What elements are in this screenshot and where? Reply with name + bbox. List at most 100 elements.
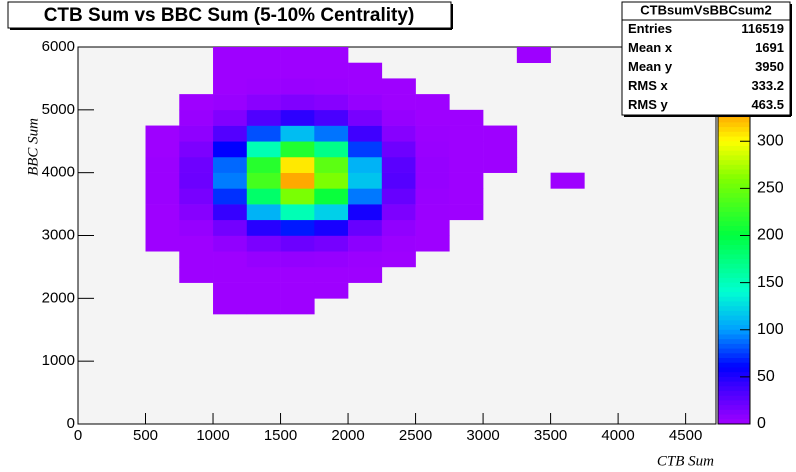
y-tick-label: 2000 <box>42 289 75 306</box>
heat-cell <box>348 204 383 221</box>
palette-step <box>718 329 750 335</box>
palette-step <box>718 348 750 354</box>
palette-step <box>718 405 750 411</box>
heat-cell <box>213 109 248 126</box>
palette-step <box>718 244 750 251</box>
heat-cell <box>246 141 281 158</box>
heat-cell <box>280 282 315 299</box>
heat-cell <box>213 298 248 315</box>
heat-cell <box>213 282 248 299</box>
palette-step <box>718 169 750 175</box>
heat-cell <box>314 266 349 283</box>
heat-cell <box>483 125 518 142</box>
heat-cell <box>280 298 315 315</box>
heat-cell <box>348 219 383 236</box>
palette-step <box>718 381 750 387</box>
palette-step <box>718 282 750 288</box>
palette-step <box>718 197 750 204</box>
chart-title: CTB Sum vs BBC Sum (5-10% Centrality) <box>44 5 415 26</box>
heat-cell <box>213 141 248 158</box>
palette-step <box>718 160 750 166</box>
heat-cell <box>314 235 349 252</box>
y-tick-label: 1000 <box>42 352 75 369</box>
heat-cell <box>280 188 315 205</box>
palette-step <box>718 207 750 213</box>
heat-cell <box>246 78 281 95</box>
heat-cell <box>381 109 416 126</box>
heat-cell <box>314 251 349 268</box>
x-tick-label: 4000 <box>601 427 634 444</box>
cells <box>145 47 585 315</box>
palette-step <box>718 395 750 401</box>
stats-key: RMS x <box>628 78 669 93</box>
heat-cell <box>145 204 180 221</box>
heat-cell <box>246 204 281 221</box>
x-tick-label: 4500 <box>669 427 702 444</box>
palette-step <box>718 339 750 345</box>
heat-cell <box>348 235 383 252</box>
palette-step <box>718 306 750 312</box>
heat-cell <box>516 47 551 64</box>
heat-cell <box>314 204 349 221</box>
palette-step <box>718 155 750 161</box>
heat-cell <box>145 172 180 189</box>
heat-cell <box>213 125 248 142</box>
palette-step <box>718 259 750 265</box>
heat-cell <box>179 219 214 236</box>
heat-cell <box>179 156 214 173</box>
palette-step <box>718 273 750 279</box>
palette-step <box>718 414 750 420</box>
heat-cell <box>179 109 214 126</box>
heat-cell <box>314 156 349 173</box>
heat-cell <box>381 251 416 268</box>
heat-cell <box>213 47 248 64</box>
heat-cell <box>213 156 248 173</box>
palette-step <box>718 386 750 392</box>
palette-step <box>718 400 750 406</box>
palette-step <box>718 292 750 298</box>
heat-cell <box>280 204 315 221</box>
palette-step <box>718 391 750 397</box>
heat-cell <box>381 125 416 142</box>
y-tick-label: 0 <box>67 415 75 432</box>
heat-cell <box>449 172 484 189</box>
heat-cell <box>213 172 248 189</box>
stats-title: CTBsumVsBBCsum2 <box>640 2 771 17</box>
heat-cell <box>348 62 383 79</box>
heat-cell <box>246 109 281 126</box>
palette-step <box>718 287 750 293</box>
palette-step <box>718 240 750 246</box>
heat-cell <box>483 141 518 158</box>
y-axis-title: BBC Sum <box>25 118 41 176</box>
palette-step <box>718 230 750 236</box>
heat-cell <box>246 298 281 315</box>
heat-cell <box>246 251 281 268</box>
heat-cell <box>246 172 281 189</box>
z-tick-label: 200 <box>757 227 784 244</box>
heat-cell <box>246 125 281 142</box>
heat-cell <box>348 266 383 283</box>
heat-cell <box>280 78 315 95</box>
heat-cell <box>415 219 450 236</box>
heat-cell <box>179 266 214 283</box>
palette-step <box>718 367 750 373</box>
heat-cell <box>179 125 214 142</box>
heat-cell <box>213 188 248 205</box>
heat-cell <box>348 78 383 95</box>
heat-cell <box>348 125 383 142</box>
palette-step <box>718 320 750 326</box>
palette-step <box>718 211 750 218</box>
stats-key: Entries <box>628 21 672 36</box>
heat-cell <box>246 156 281 173</box>
x-tick-label: 2500 <box>399 427 432 444</box>
palette-step <box>718 221 750 227</box>
palette-step <box>718 409 750 416</box>
x-tick-label: 1000 <box>196 427 229 444</box>
heat-cell <box>415 125 450 142</box>
heat-cell <box>246 188 281 205</box>
palette-step <box>718 202 750 208</box>
z-tick-label: 0 <box>757 415 766 432</box>
stats-value: 463.5 <box>751 97 784 112</box>
heat-cell <box>314 78 349 95</box>
heat-cell <box>348 141 383 158</box>
